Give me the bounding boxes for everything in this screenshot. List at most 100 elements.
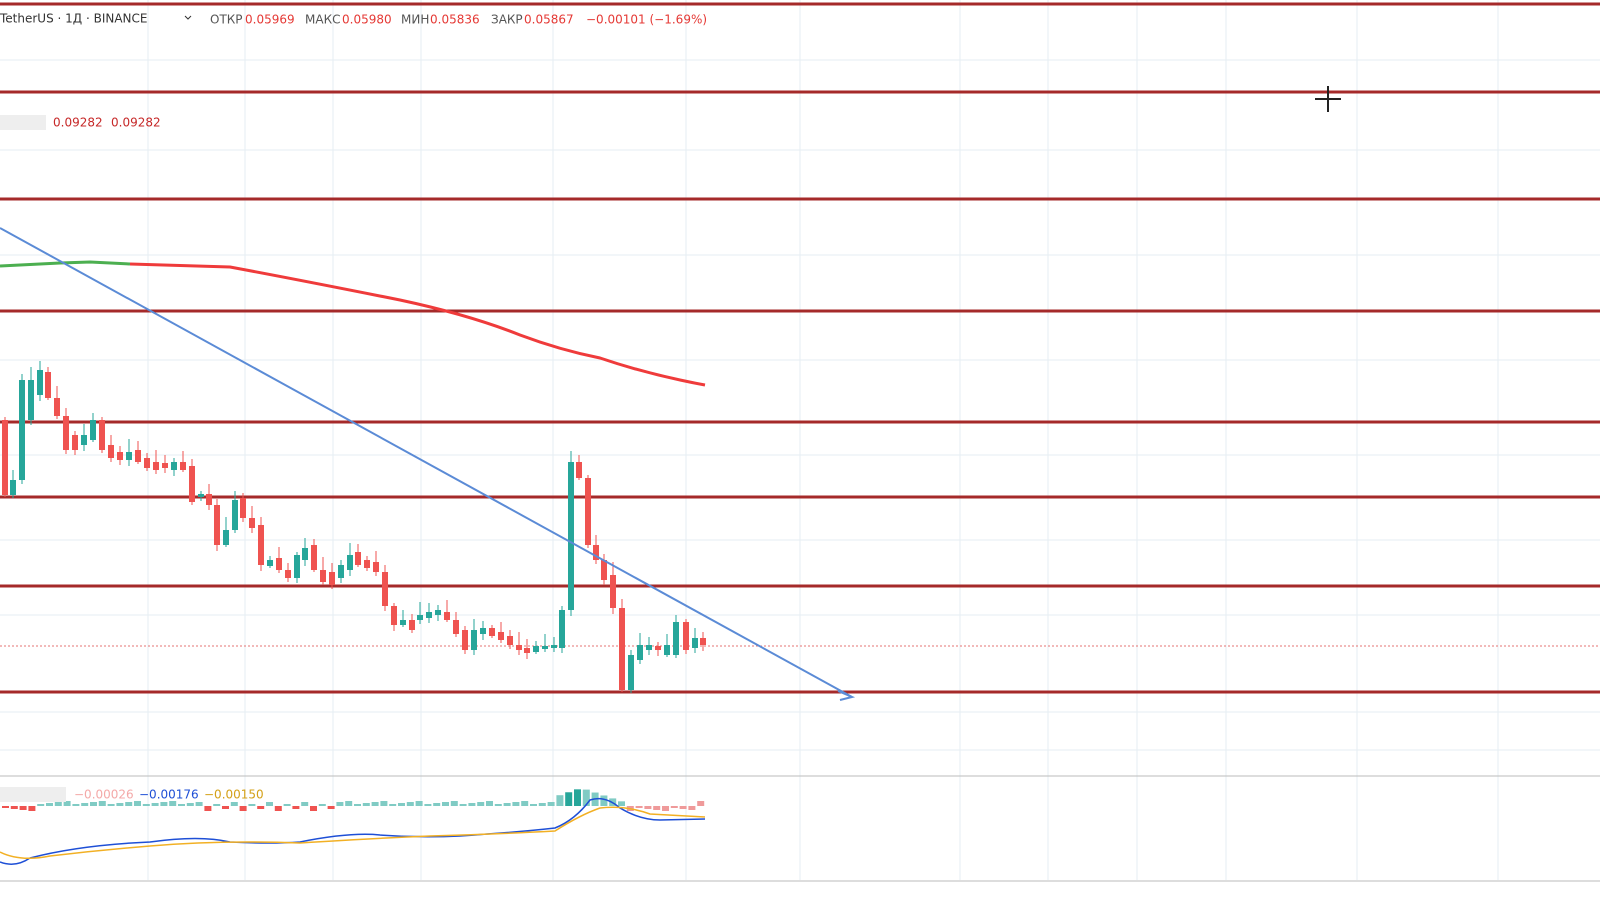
candle-body [2, 420, 8, 495]
candle-body [320, 570, 326, 582]
candle-body [28, 380, 34, 420]
macd-bar [670, 806, 678, 808]
candle-body [338, 565, 344, 578]
macd-hist-value: −0.00026 [74, 788, 134, 802]
candle-body [45, 372, 51, 398]
macd-bar [503, 803, 511, 806]
candle-body [171, 462, 177, 470]
macd-bar [125, 802, 133, 806]
ohlc-label: ЗАКР [491, 13, 523, 27]
candle-body [72, 435, 78, 450]
macd-bar [222, 806, 229, 809]
candle-body [126, 452, 132, 460]
candle-body [628, 655, 634, 690]
macd-bar [310, 806, 317, 811]
macd-bar [2, 806, 9, 808]
macd-bar [169, 801, 177, 806]
candle-body [144, 458, 150, 468]
macd-bar [283, 804, 291, 806]
candle-body [700, 638, 706, 645]
macd-bar [688, 806, 696, 810]
candle-body [655, 646, 661, 650]
candle-body [232, 500, 238, 530]
macd-bar [618, 801, 625, 806]
trend-line [0, 227, 856, 701]
candle-body [471, 630, 477, 650]
candle-body [108, 445, 114, 458]
candle-body [162, 463, 168, 468]
macd-bar [116, 803, 124, 806]
macd-bar [406, 802, 414, 806]
candle-body [409, 620, 415, 630]
candle-body [355, 552, 361, 565]
candle-body [249, 518, 255, 528]
macd-bar [160, 802, 168, 806]
candle-body [19, 380, 25, 480]
macd-bar [292, 806, 300, 809]
macd-bar [389, 804, 397, 806]
ma-green [0, 260, 131, 268]
candle-body [240, 498, 246, 518]
candle-body [507, 636, 513, 645]
candle-body [489, 628, 495, 636]
legend: TetherUS · 1Д · BINANCE ОТКР 0.05969 МАК… [0, 12, 707, 802]
macd-value: −0.00176 [139, 788, 199, 802]
ohlc-label: МИН [401, 13, 429, 27]
macd-bar [274, 806, 282, 811]
candle-body [524, 648, 530, 653]
macd-bar [380, 801, 388, 806]
macd-bar [530, 804, 537, 806]
signal-line [0, 806, 706, 859]
candle-body [347, 555, 353, 570]
indicator-buttons[interactable] [0, 115, 46, 130]
macd-bar [318, 804, 326, 806]
macd-bar [142, 804, 150, 806]
candle-body [692, 638, 698, 648]
macd-bar [230, 802, 238, 806]
indicator-value: 0.09282 [111, 116, 161, 130]
macd-bar [494, 804, 502, 806]
candle-body [294, 555, 300, 578]
macd-bar [653, 806, 661, 810]
candle-body [329, 572, 335, 585]
macd-bar [679, 806, 687, 809]
level-lines [0, 2, 1600, 694]
macd-bar [257, 806, 265, 809]
candle-body [585, 478, 591, 545]
macd-bar [644, 806, 652, 809]
macd-bar [424, 804, 432, 806]
macd-bar [556, 795, 564, 806]
macd-bar [582, 789, 590, 806]
macd-bar [354, 804, 361, 806]
macd-bar [195, 802, 203, 806]
candle-body [568, 462, 574, 610]
candle-body [364, 560, 370, 568]
candle-body [198, 494, 204, 497]
candle-body [637, 645, 643, 660]
candle-body [311, 545, 317, 570]
candle-body [63, 416, 69, 450]
macd-bar [213, 804, 221, 806]
candle-body [551, 645, 557, 648]
candle-body [90, 420, 96, 440]
macd-buttons[interactable] [0, 787, 66, 802]
candle-body [601, 560, 607, 580]
macd-bar [10, 806, 18, 809]
dropdown-icon[interactable] [184, 15, 192, 20]
candle-body [664, 645, 670, 655]
candle-body [223, 530, 229, 545]
macd-bar [98, 801, 106, 806]
macd-bar [512, 802, 520, 806]
symbol: TetherUS · 1Д · BINANCE [0, 12, 148, 26]
candle-body [417, 615, 423, 620]
candle-body [276, 558, 282, 570]
indicator-value: 0.09282 [53, 116, 103, 130]
candle-body [99, 420, 105, 450]
macd-bar [468, 803, 476, 806]
macd-bar [151, 803, 159, 806]
candle-body [593, 545, 599, 560]
change: −0.00101 (−1.69%) [586, 13, 707, 27]
macd-bar [486, 801, 493, 806]
